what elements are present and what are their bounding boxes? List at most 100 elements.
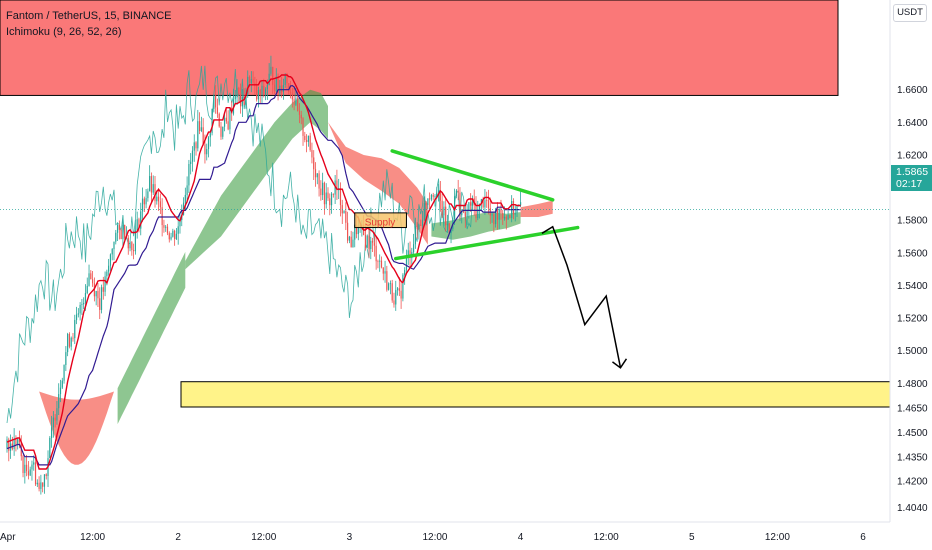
candle-body (475, 205, 477, 219)
candle-body (323, 182, 326, 205)
candle-body (190, 161, 192, 164)
candle-body (454, 196, 456, 220)
candle-body (366, 235, 368, 248)
candle-body (434, 196, 436, 197)
candle-body (395, 290, 397, 305)
candle-body (405, 256, 408, 271)
candle-body (300, 114, 302, 119)
base-line (6, 84, 521, 466)
candle-body (156, 196, 158, 202)
candle-body (448, 223, 450, 234)
projection-arrowhead (612, 358, 628, 369)
candle-body (339, 188, 342, 206)
candle-body (396, 288, 399, 291)
candle-body (115, 232, 117, 242)
candle-body (113, 241, 115, 250)
candle-body (420, 225, 422, 226)
candle-body (26, 464, 28, 472)
candle-body (172, 230, 174, 237)
candle-body (90, 273, 92, 280)
candle-body (229, 107, 231, 130)
candle-body (468, 202, 470, 210)
candle-body (170, 236, 172, 240)
candle-body (311, 150, 313, 158)
candle-body (147, 191, 149, 199)
candle-body (443, 206, 445, 216)
candle-body (375, 245, 377, 262)
candle-body (72, 337, 74, 339)
candle-body (345, 210, 347, 223)
candle-body (507, 215, 509, 220)
candle-body (400, 290, 402, 299)
candle-body (281, 85, 283, 93)
supply-zone-top (0, 0, 839, 96)
candle-body (503, 216, 506, 219)
candle-body (500, 208, 502, 213)
candle-body (95, 291, 97, 297)
last-price-tag: 1.5865 02:17 (891, 165, 932, 191)
candle-body (134, 230, 136, 252)
candle-body (175, 233, 178, 240)
symbol-title[interactable]: Fantom / TetherUS, 15, BINANCE (6, 10, 172, 22)
candle-body (436, 192, 438, 197)
ichimoku-cloud-bear-early (39, 391, 114, 465)
candle-body (330, 193, 333, 206)
candle-body (313, 157, 315, 170)
candle-body (414, 226, 416, 245)
candle-body (223, 117, 226, 127)
chart-legend: Fantom / TetherUS, 15, BINANCE Ichimoku … (6, 8, 171, 40)
candle-body (197, 121, 199, 149)
candle-body (116, 225, 119, 233)
candle-body (29, 469, 31, 476)
projection-path (541, 225, 622, 368)
candle-body (106, 271, 108, 277)
candle-body (332, 193, 334, 195)
candle-body (129, 242, 131, 249)
candle-body (478, 203, 481, 210)
candle-body (484, 200, 486, 208)
bar-countdown: 02:17 (896, 178, 923, 190)
candle-body (50, 427, 53, 439)
indicator-title[interactable]: Ichimoku (9, 26, 52, 26) (6, 26, 122, 38)
candle-body (49, 438, 51, 459)
x-tick-label: 2 (175, 532, 181, 543)
candle-body (157, 196, 160, 202)
candle-body (188, 163, 190, 186)
plot-layer (0, 0, 891, 495)
candle-body (409, 250, 411, 259)
candle-body (404, 270, 406, 275)
candle-body (316, 173, 318, 178)
candle-body (471, 198, 474, 206)
candle-body (445, 206, 447, 226)
candle-body (54, 417, 56, 421)
candle-body (102, 287, 104, 292)
candle-body (211, 108, 213, 134)
candle-body (131, 242, 133, 251)
time-axis-bg (0, 522, 932, 550)
candle-body (498, 208, 500, 220)
candle-body (364, 234, 367, 248)
candle-body (179, 220, 181, 227)
currency-unit-badge[interactable]: USDT (893, 4, 927, 22)
candle-body (441, 200, 443, 216)
candle-body (263, 85, 265, 95)
candle-body (227, 121, 229, 130)
candle-body (464, 211, 466, 217)
candle-body (8, 439, 10, 451)
candle-body (466, 209, 468, 217)
candle-body (163, 225, 165, 228)
candle-body (277, 76, 279, 94)
candle-body (79, 304, 81, 314)
candle-body (502, 212, 504, 219)
candle-body (288, 83, 290, 92)
candle-body (165, 226, 167, 228)
candle-body (322, 182, 324, 196)
candle-body (18, 439, 21, 443)
candle-body (455, 190, 457, 197)
candle-body (470, 202, 472, 206)
candle-body (495, 209, 497, 225)
candle-body (450, 228, 452, 234)
candle-body (305, 139, 308, 142)
